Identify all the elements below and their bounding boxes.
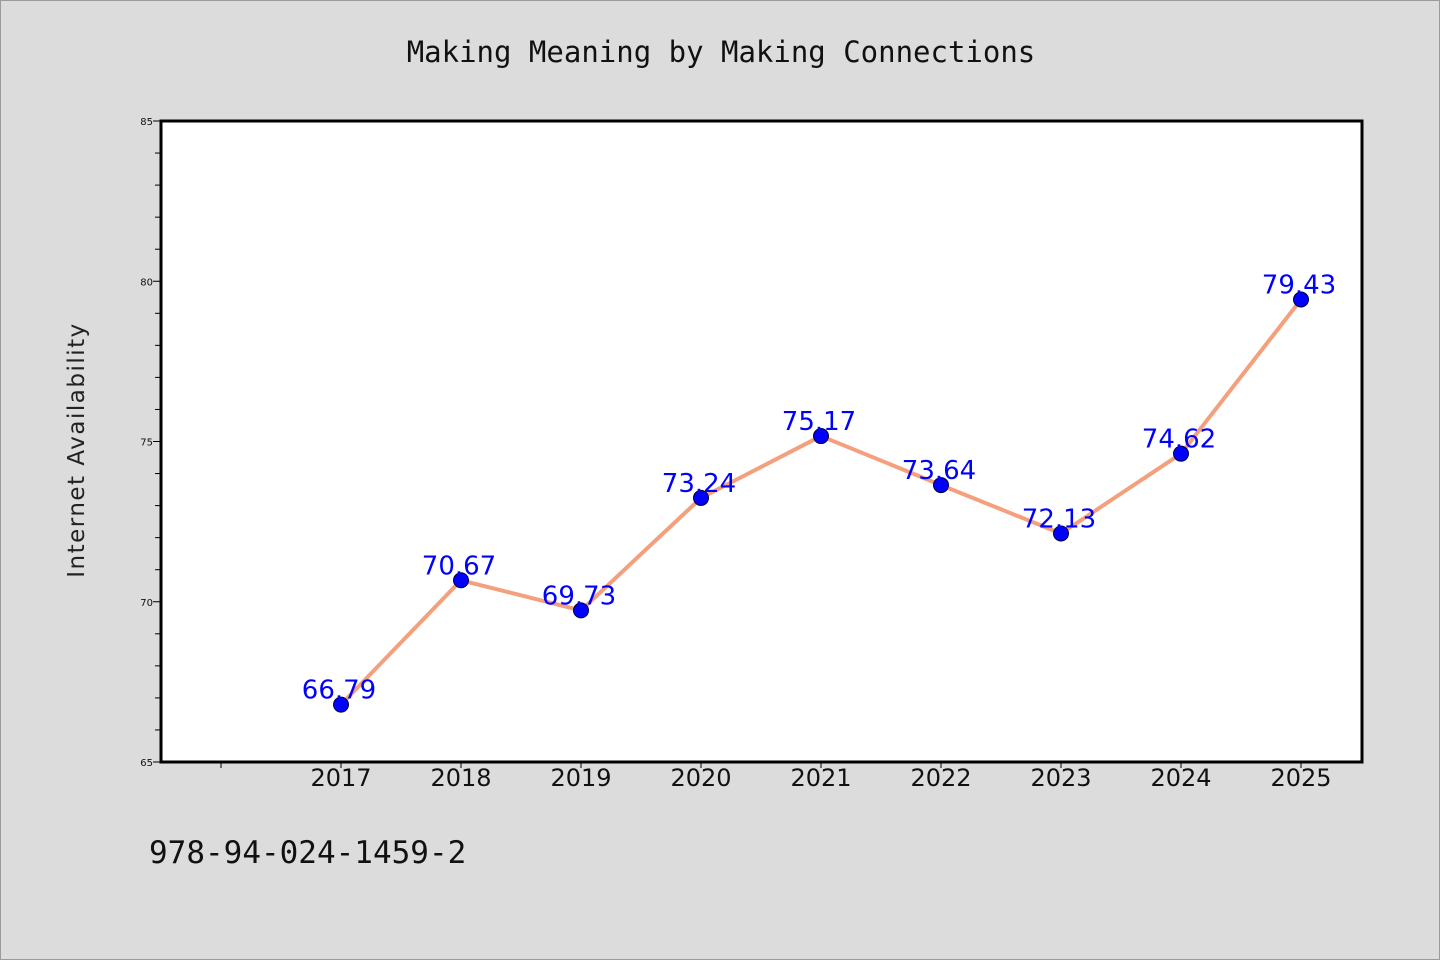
footer-code: 978-94-024-1459-2 — [149, 835, 467, 871]
data-point — [573, 602, 589, 619]
data-label: 70.67 — [422, 551, 496, 581]
data-label: 72.13 — [1022, 504, 1096, 534]
x-tick-label: 2024 — [1150, 764, 1211, 792]
data-label: 73.64 — [902, 456, 976, 486]
data-point — [933, 477, 949, 494]
data-point — [1173, 445, 1189, 462]
x-tick-label: 2020 — [670, 764, 731, 792]
y-tick-label: 85 — [140, 117, 153, 128]
x-axis: 2017 2018 2019 2020 2021 2022 2023 2024 2025 — [220, 762, 1332, 792]
series-layer: 66.79 70.67 69.73 73.24 75.17 73.64 72.13 74.62… — [302, 271, 1336, 713]
x-tick-label: 2025 — [1270, 764, 1331, 792]
x-tick-label: 2019 — [550, 764, 611, 792]
x-tick-label: 2017 — [310, 764, 371, 792]
data-label: 74.62 — [1142, 425, 1216, 455]
data-point — [693, 489, 709, 506]
data-label: 79.43 — [1262, 271, 1336, 301]
y-axis: 65 70 75 80 85 — [140, 117, 161, 769]
data-point — [453, 572, 469, 589]
y-tick-label: 80 — [140, 277, 153, 288]
data-point — [333, 696, 349, 713]
x-tick-label: 2023 — [1030, 764, 1091, 792]
data-point — [813, 428, 829, 445]
data-point — [1293, 291, 1309, 308]
plot-frame — [159, 119, 1364, 764]
plot-area — [161, 121, 1362, 762]
data-point — [1053, 525, 1069, 542]
x-tick-label: 2021 — [790, 764, 851, 792]
y-tick-label: 70 — [140, 598, 153, 609]
y-tick-label: 65 — [140, 758, 153, 769]
x-tick-label: 2022 — [910, 764, 971, 792]
chart-title: Making Meaning by Making Connections — [406, 35, 1036, 69]
data-label: 73.24 — [662, 469, 736, 499]
x-tick-label: 2018 — [430, 764, 491, 792]
y-tick-label: 75 — [140, 438, 153, 449]
data-label: 66.79 — [302, 676, 376, 706]
data-label: 69.73 — [542, 581, 616, 611]
data-label: 75.17 — [782, 407, 856, 437]
